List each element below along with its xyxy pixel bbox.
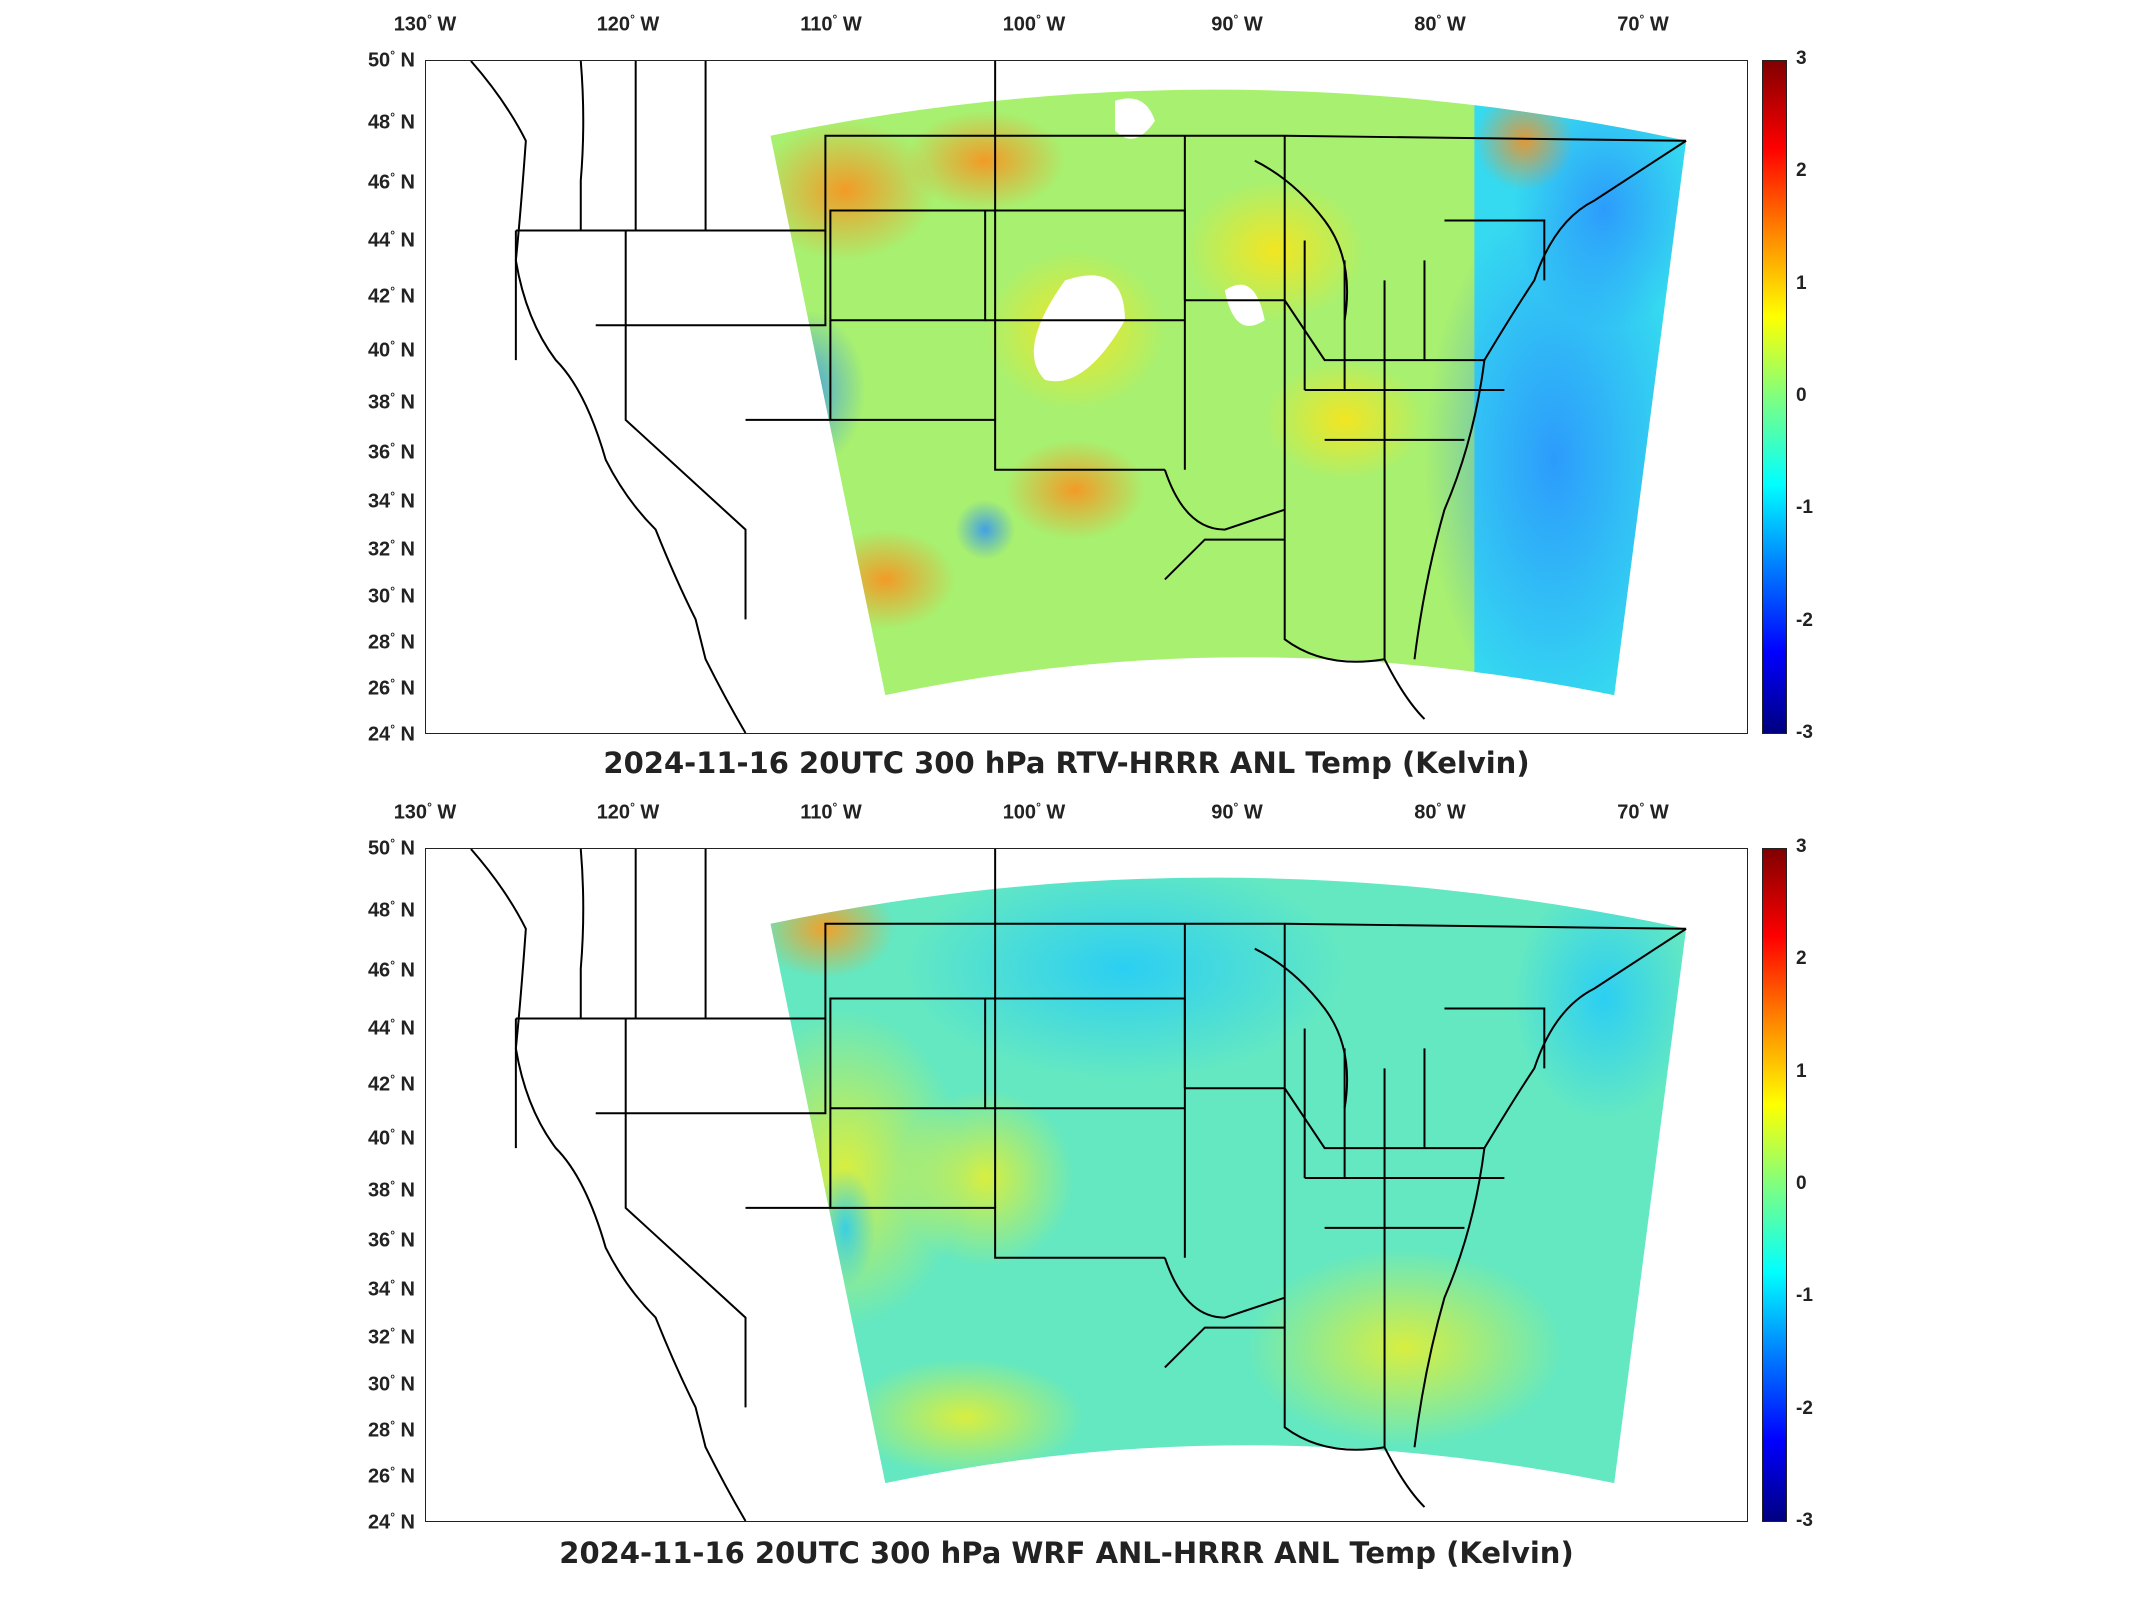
- longitude-label: 110° W: [800, 12, 862, 36]
- latitude-label: 46° N: [367, 170, 415, 194]
- latitude-label: 46° N: [367, 958, 415, 982]
- colorbar-tick-label: 0: [1796, 1173, 1807, 1194]
- panel-title: 2024-11-16 20UTC 300 hPa WRF ANL-HRRR AN…: [559, 1536, 1574, 1570]
- latitude-label: 48° N: [367, 898, 415, 922]
- colorbar-tick-label: -2: [1796, 1397, 1813, 1419]
- latitude-label: 28° N: [367, 1418, 415, 1442]
- colorbar-tick-label: -1: [1796, 1285, 1813, 1307]
- latitude-label: 44° N: [367, 1016, 415, 1040]
- colorbar: [1762, 60, 1787, 734]
- latitude-label: 40° N: [367, 338, 415, 362]
- longitude-label: 80° W: [1414, 800, 1466, 824]
- latitude-label: 24° N: [367, 1510, 415, 1534]
- latitude-label: 42° N: [367, 1072, 415, 1096]
- latitude-label: 24° N: [367, 722, 415, 746]
- longitude-label: 100° W: [1002, 12, 1066, 36]
- colorbar-tick-label: -3: [1796, 722, 1813, 743]
- longitude-label: 110° W: [800, 800, 862, 824]
- colorbar: [1762, 848, 1787, 1522]
- colorbar-tick-label: 1: [1796, 1060, 1807, 1082]
- latitude-label: 38° N: [367, 1178, 415, 1202]
- latitude-label: 36° N: [367, 440, 415, 464]
- boundaries: [470, 61, 1687, 733]
- map-rtv: [425, 60, 1748, 734]
- temperature-field: [770, 89, 1687, 696]
- longitude-label: 80° W: [1414, 12, 1466, 36]
- latitude-label: 34° N: [367, 1277, 415, 1301]
- latitude-label: 28° N: [367, 630, 415, 654]
- latitude-label: 30° N: [367, 1372, 415, 1396]
- colorbar-tick-label: 3: [1796, 48, 1807, 69]
- longitude-label: 90° W: [1211, 800, 1263, 824]
- latitude-label: 38° N: [367, 390, 415, 414]
- latitude-label: 32° N: [367, 537, 415, 561]
- colorbar-tick-label: 0: [1796, 385, 1807, 406]
- temperature-field: [770, 877, 1687, 1484]
- longitude-label: 70° W: [1617, 12, 1669, 36]
- latitude-label: 34° N: [367, 489, 415, 513]
- longitude-label: 70° W: [1617, 800, 1669, 824]
- panel-rtv: 130° W 120° W 110° W 100° W 90° W 80° W 70° W …: [0, 0, 2133, 790]
- map-canvas: [470, 849, 1687, 1521]
- latitude-label: 42° N: [367, 284, 415, 308]
- latitude-label: 36° N: [367, 1228, 415, 1252]
- boundaries: [470, 849, 1687, 1521]
- latitude-label: 26° N: [367, 676, 415, 700]
- longitude-label: 100° W: [1002, 800, 1066, 824]
- latitude-label: 48° N: [367, 110, 415, 134]
- colorbar-tick-label: -3: [1796, 1510, 1813, 1531]
- latitude-label: 26° N: [367, 1464, 415, 1488]
- longitude-label: 130° W: [393, 800, 457, 824]
- latitude-label: 32° N: [367, 1325, 415, 1349]
- colorbar-tick-label: 2: [1796, 160, 1807, 182]
- latitude-label: 30° N: [367, 584, 415, 608]
- longitude-label: 90° W: [1211, 12, 1263, 36]
- longitude-label: 120° W: [596, 12, 660, 36]
- map-canvas: [470, 61, 1687, 733]
- colorbar-tick-label: 3: [1796, 836, 1807, 857]
- latitude-label: 50° N: [367, 836, 415, 860]
- panel-wrf: 130° W 120° W 110° W 100° W 90° W 80° W 70° W …: [0, 790, 2133, 1580]
- panel-title: 2024-11-16 20UTC 300 hPa RTV-HRRR ANL Te…: [603, 746, 1530, 780]
- colorbar-tick-label: 1: [1796, 272, 1807, 294]
- colorbar-tick-label: -1: [1796, 497, 1813, 519]
- colorbar-tick-label: 2: [1796, 948, 1807, 970]
- longitude-label: 120° W: [596, 800, 660, 824]
- longitude-label: 130° W: [393, 12, 457, 36]
- latitude-label: 50° N: [367, 48, 415, 72]
- colorbar-tick-label: -2: [1796, 609, 1813, 631]
- latitude-label: 40° N: [367, 1126, 415, 1150]
- map-wrf: [425, 848, 1748, 1522]
- latitude-label: 44° N: [367, 228, 415, 252]
